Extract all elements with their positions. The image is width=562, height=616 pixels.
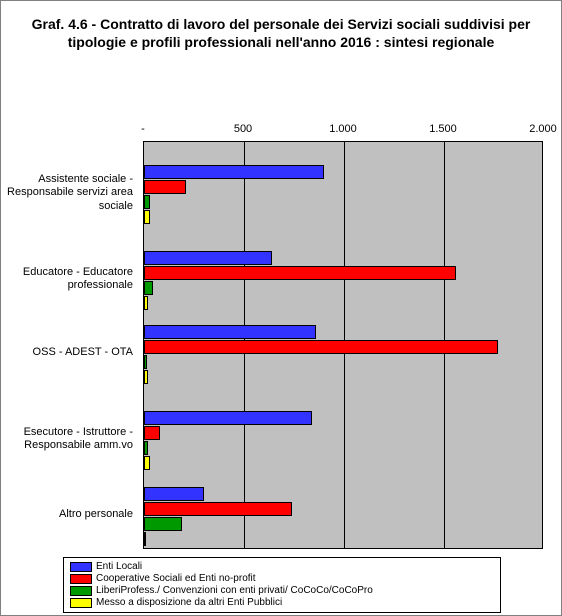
category-label: OSS - ADEST - OTA	[1, 331, 139, 375]
category-label: Educatore - Educatore professionale	[1, 257, 139, 301]
bar-enti_locali	[144, 165, 324, 179]
bar-liberi	[144, 441, 148, 455]
x-tick-label: 500	[234, 123, 252, 135]
bar-coop	[144, 426, 160, 440]
category-label: Assistente sociale - Responsabile serviz…	[1, 171, 139, 215]
legend-item: LiberiProfess./ Convenzioni con enti pri…	[70, 585, 494, 597]
bar-coop	[144, 340, 498, 354]
x-tick-label: 2.000	[529, 123, 557, 135]
category-label: Esecutore - Istruttore - Responsabile am…	[1, 417, 139, 461]
legend-item: Messo a disposizione da altri Enti Pubbl…	[70, 597, 494, 609]
legend-swatch	[70, 562, 92, 572]
plot-area	[143, 141, 543, 549]
chart-title: Graf. 4.6 - Contratto di lavoro del pers…	[1, 15, 561, 51]
bar-messo	[144, 296, 148, 310]
legend-swatch	[70, 574, 92, 584]
bar-messo	[144, 370, 148, 384]
bar-coop	[144, 502, 292, 516]
bar-enti_locali	[144, 411, 312, 425]
bar-messo	[144, 532, 146, 546]
x-axis: - 500 1.000 1.500 2.000	[1, 123, 562, 141]
legend-item: Cooperative Sociali ed Enti no-profit	[70, 573, 494, 585]
bar-liberi	[144, 517, 182, 531]
legend: Enti LocaliCooperative Sociali ed Enti n…	[63, 557, 501, 613]
bar-messo	[144, 456, 150, 470]
x-tick-label: 1.500	[429, 123, 457, 135]
bar-liberi	[144, 355, 147, 369]
bar-liberi	[144, 281, 153, 295]
bar-enti_locali	[144, 487, 204, 501]
category-label: Altro personale	[1, 493, 139, 537]
bar-liberi	[144, 195, 150, 209]
bar-coop	[144, 266, 456, 280]
legend-swatch	[70, 598, 92, 608]
x-tick-label: 1.000	[329, 123, 357, 135]
legend-item: Enti Locali	[70, 561, 494, 573]
legend-label: Messo a disposizione da altri Enti Pubbl…	[96, 597, 282, 609]
bar-enti_locali	[144, 251, 272, 265]
bar-enti_locali	[144, 325, 316, 339]
legend-swatch	[70, 586, 92, 596]
legend-label: Enti Locali	[96, 561, 142, 573]
legend-label: LiberiProfess./ Convenzioni con enti pri…	[96, 585, 373, 597]
legend-label: Cooperative Sociali ed Enti no-profit	[96, 573, 256, 585]
x-tick-label: -	[141, 123, 145, 135]
bar-coop	[144, 180, 186, 194]
bar-messo	[144, 210, 150, 224]
